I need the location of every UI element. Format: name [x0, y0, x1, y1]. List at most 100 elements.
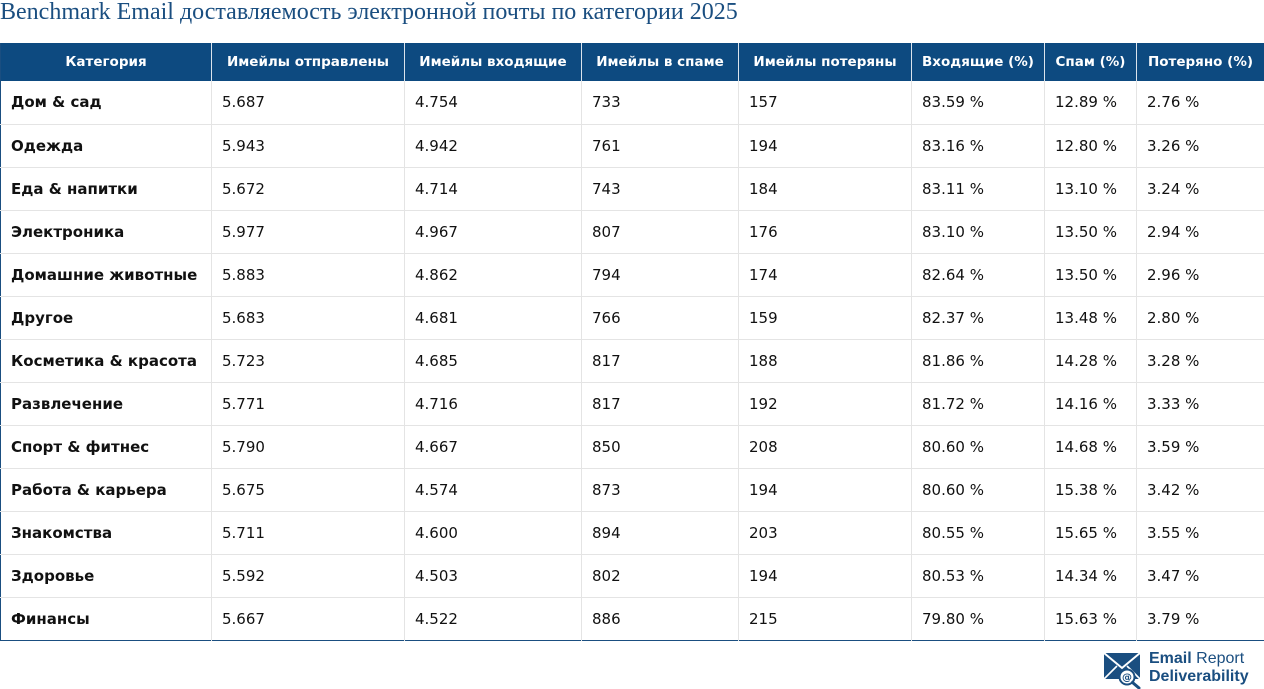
value-cell: 5.790: [211, 424, 405, 468]
table-row: Домашние животные 5.883 4.862 794 174 82.64 %…: [0, 252, 1264, 296]
value-cell: 794: [581, 252, 739, 296]
value-cell: 733: [581, 81, 739, 124]
value-cell: 5.683: [211, 295, 405, 339]
value-cell: 79.80 %: [911, 596, 1045, 640]
category-cell: Домашние животные: [0, 252, 212, 296]
value-cell: 13.10 %: [1044, 166, 1137, 210]
value-cell: 4.942: [404, 123, 582, 167]
value-cell: 817: [581, 338, 739, 382]
category-cell: Косметика & красота: [0, 338, 212, 382]
table-row: Развлечение 5.771 4.716 817 192 81.72 % 14.16 …: [0, 381, 1264, 425]
column-header: Имейлы в спаме: [581, 43, 739, 81]
value-cell: 14.28 %: [1044, 338, 1137, 382]
value-cell: 5.687: [211, 81, 405, 124]
column-header: Входящие (%): [911, 43, 1045, 81]
value-cell: 3.26 %: [1136, 123, 1264, 167]
value-cell: 2.94 %: [1136, 209, 1264, 253]
category-cell: Знакомства: [0, 510, 212, 554]
svg-text:@: @: [1122, 673, 1132, 684]
value-cell: 159: [738, 295, 912, 339]
value-cell: 194: [738, 553, 912, 597]
category-cell: Дом & сад: [11, 93, 102, 112]
table-row: Еда & напитки 5.672 4.714 743 184 83.11 % 13.1…: [0, 166, 1264, 210]
category-cell: Работа & карьера: [0, 467, 212, 511]
value-cell: 80.60 %: [911, 467, 1045, 511]
value-cell: 5.771: [211, 381, 405, 425]
value-cell: 2.76 %: [1136, 81, 1264, 124]
table-row: Электроника 5.977 4.967 807 176 83.10 % 13.50 …: [0, 209, 1264, 253]
envelope-at-magnifier-icon: @: [1103, 652, 1141, 689]
value-cell: 176: [738, 209, 912, 253]
value-cell: 850: [581, 424, 739, 468]
value-cell: 81.86 %: [911, 338, 1045, 382]
value-cell: 3.79 %: [1136, 596, 1264, 640]
brand-logo[interactable]: @ Email Report Deliverability: [1103, 650, 1259, 689]
value-cell: 3.24 %: [1136, 166, 1264, 210]
value-cell: 184: [738, 166, 912, 210]
column-header: Категория: [0, 43, 212, 81]
value-cell: 15.63 %: [1044, 596, 1137, 640]
value-cell: 743: [581, 166, 739, 210]
column-header: Спам (%): [1044, 43, 1137, 81]
value-cell: 15.65 %: [1044, 510, 1137, 554]
table-row: Косметика & красота 5.723 4.685 817 188 81.86…: [0, 338, 1264, 382]
value-cell: 5.592: [211, 553, 405, 597]
category-cell: Другое: [0, 295, 212, 339]
value-cell: 194: [738, 123, 912, 167]
value-cell: 2.80 %: [1136, 295, 1264, 339]
value-cell: 13.50 %: [1044, 252, 1137, 296]
value-cell: 208: [738, 424, 912, 468]
value-cell: 4.503: [404, 553, 582, 597]
table-row: Дом & сад 5.687 4.754 733 157 83.59 % 12.89 % 2…: [1, 81, 1264, 124]
category-cell: Спорт & фитнес: [0, 424, 212, 468]
value-cell: 4.754: [404, 81, 582, 124]
category-cell: Финансы: [0, 596, 212, 640]
value-cell: 12.80 %: [1044, 123, 1137, 167]
value-cell: 5.672: [211, 166, 405, 210]
value-cell: 5.723: [211, 338, 405, 382]
category-cell: Здоровье: [0, 553, 212, 597]
table-row: Одежда 5.943 4.942 761 194 83.16 % 12.80 % 3.26…: [0, 123, 1264, 167]
value-cell: 81.72 %: [911, 381, 1045, 425]
value-cell: 761: [581, 123, 739, 167]
value-cell: 192: [738, 381, 912, 425]
category-cell: Одежда: [0, 123, 212, 167]
table-header-row: Категория Имейлы отправлены Имейлы входящи…: [0, 43, 1264, 81]
value-cell: 817: [581, 381, 739, 425]
value-cell: 807: [581, 209, 739, 253]
value-cell: 4.600: [404, 510, 582, 554]
value-cell: 4.574: [404, 467, 582, 511]
value-cell: 2.96 %: [1136, 252, 1264, 296]
value-cell: 4.967: [404, 209, 582, 253]
category-cell: Электроника: [0, 209, 212, 253]
value-cell: 766: [581, 295, 739, 339]
value-cell: 4.681: [404, 295, 582, 339]
logo-word-email: Email: [1149, 650, 1192, 667]
value-cell: 3.47 %: [1136, 553, 1264, 597]
value-cell: 188: [738, 338, 912, 382]
value-cell: 5.943: [211, 123, 405, 167]
deliverability-table: Категория Имейлы отправлены Имейлы входящи…: [0, 43, 1264, 641]
page-title: Benchmark Email доставляемость электронн…: [0, 0, 738, 25]
value-cell: 5.667: [211, 596, 405, 640]
logo-line-1: Email Report: [1149, 650, 1244, 668]
value-cell: 4.667: [404, 424, 582, 468]
value-cell: 203: [738, 510, 912, 554]
table-row: Здоровье 5.592 4.503 802 194 80.53 % 14.34 % 3.…: [0, 553, 1264, 597]
table-row: Спорт & фитнес 5.790 4.667 850 208 80.60 % 14.…: [0, 424, 1264, 468]
column-header: Потеряно (%): [1136, 43, 1264, 81]
logo-word-report: Report: [1196, 650, 1245, 667]
value-cell: 80.53 %: [911, 553, 1045, 597]
value-cell: 5.711: [211, 510, 405, 554]
value-cell: 4.714: [404, 166, 582, 210]
value-cell: 83.59 %: [911, 81, 1045, 124]
value-cell: 4.862: [404, 252, 582, 296]
column-header: Имейлы отправлены: [211, 43, 405, 81]
value-cell: 12.89 %: [1044, 81, 1137, 124]
value-cell: 157: [738, 81, 912, 124]
value-cell: 82.64 %: [911, 252, 1045, 296]
table-row: Работа & карьера 5.675 4.574 873 194 80.60 % 1…: [0, 467, 1264, 511]
table-row: Другое 5.683 4.681 766 159 82.37 % 13.48 % 2.80…: [0, 295, 1264, 339]
value-cell: 3.28 %: [1136, 338, 1264, 382]
value-cell: 3.33 %: [1136, 381, 1264, 425]
